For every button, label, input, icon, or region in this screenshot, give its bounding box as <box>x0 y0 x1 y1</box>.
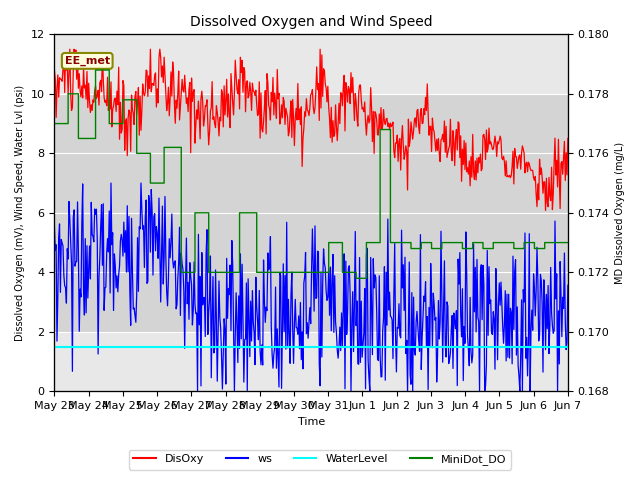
Y-axis label: Dissolved Oxygen (mV), Wind Speed, Water Lvl (psi): Dissolved Oxygen (mV), Wind Speed, Water… <box>15 85 25 341</box>
Title: Dissolved Oxygen and Wind Speed: Dissolved Oxygen and Wind Speed <box>190 15 433 29</box>
Text: EE_met: EE_met <box>65 56 110 66</box>
Y-axis label: MD Dissolved Oxygen (mg/L): MD Dissolved Oxygen (mg/L) <box>615 142 625 284</box>
Bar <box>54 94 568 332</box>
X-axis label: Time: Time <box>298 417 324 427</box>
Legend: DisOxy, ws, WaterLevel, MiniDot_DO: DisOxy, ws, WaterLevel, MiniDot_DO <box>129 450 511 469</box>
